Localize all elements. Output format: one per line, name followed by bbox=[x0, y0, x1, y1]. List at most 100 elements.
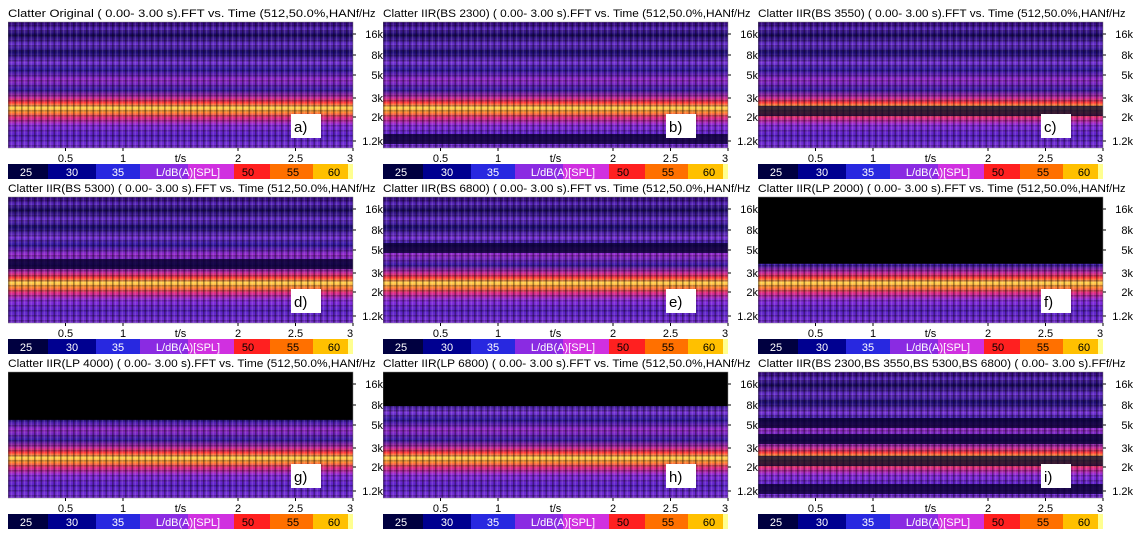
y-tick-label: 16k bbox=[1115, 379, 1133, 391]
colorbar-segment bbox=[270, 164, 313, 179]
colorbar-segment bbox=[471, 514, 515, 529]
x-tick-label: 3 bbox=[347, 153, 353, 165]
filtered-region bbox=[383, 372, 728, 407]
colorbar-segment bbox=[188, 164, 234, 179]
colorbar-segment bbox=[798, 339, 846, 354]
colorbar-tick-label: 25 bbox=[770, 517, 782, 529]
x-tick-label: 2 bbox=[610, 503, 616, 515]
colorbar-segment bbox=[313, 514, 348, 529]
colorbar-segment bbox=[348, 339, 353, 354]
colorbar-segment bbox=[471, 164, 515, 179]
colorbar-segment bbox=[8, 339, 48, 354]
x-tick-label: 2.5 bbox=[1038, 153, 1053, 165]
colorbar-segment bbox=[984, 514, 1020, 529]
colorbar-tick-label: 25 bbox=[770, 342, 782, 354]
colorbar-tick-label: 55 bbox=[1037, 517, 1049, 529]
colorbar-segment bbox=[1020, 164, 1063, 179]
colorbar-segment bbox=[758, 514, 798, 529]
colorbar-segment bbox=[313, 339, 348, 354]
colorbar-tick-label: 25 bbox=[395, 167, 407, 179]
x-tick-label: 0.5 bbox=[808, 328, 823, 340]
x-tick-label: 0.5 bbox=[808, 153, 823, 165]
colorbar-segment bbox=[96, 514, 140, 529]
y-tick-label: 3k bbox=[1121, 268, 1133, 280]
panel-title: Clatter IIR(BS 6800) ( 0.00- 3.00 s).FFT… bbox=[383, 183, 731, 195]
panel-label: c) bbox=[1044, 119, 1057, 136]
colorbar-segment bbox=[1098, 514, 1103, 529]
panel-label: a) bbox=[294, 119, 307, 136]
x-tick-label: 0.5 bbox=[433, 153, 448, 165]
colorbar-tick-label: 50 bbox=[992, 342, 1004, 354]
colorbar-segment bbox=[938, 339, 984, 354]
colorbar-segment bbox=[723, 514, 728, 529]
colorbar-tick-label: 30 bbox=[816, 342, 828, 354]
colorbar-segment bbox=[1020, 339, 1063, 354]
y-tick-label: 3k bbox=[371, 443, 383, 455]
colorbar-label: L/dB(A)[SPL] bbox=[531, 167, 595, 179]
y-axis-label: f/Hz bbox=[731, 358, 751, 370]
y-tick-label: 16k bbox=[740, 379, 758, 391]
x-tick-label: 0.5 bbox=[808, 503, 823, 515]
colorbar-tick-label: 35 bbox=[862, 342, 874, 354]
x-tick-label: 3 bbox=[347, 503, 353, 515]
colorbar-segment bbox=[515, 514, 563, 529]
x-tick-label: 2.5 bbox=[663, 153, 678, 165]
colorbar-label: L/dB(A)[SPL] bbox=[156, 517, 220, 529]
colorbar-segment bbox=[890, 339, 938, 354]
label-box bbox=[666, 464, 696, 488]
colorbar-segment bbox=[48, 339, 96, 354]
x-tick-label: 1 bbox=[495, 328, 501, 340]
colorbar-tick-label: 35 bbox=[487, 342, 499, 354]
x-tick-label: 0.5 bbox=[58, 153, 73, 165]
colorbar-segment bbox=[609, 164, 645, 179]
x-tick-label: 1 bbox=[870, 503, 876, 515]
x-tick-label: 2.5 bbox=[288, 153, 303, 165]
x-tick-label: 3 bbox=[1097, 328, 1103, 340]
panel-title: Clatter IIR(LP 4000) ( 0.00- 3.00 s).FFT… bbox=[8, 358, 356, 370]
x-tick-label: 2 bbox=[235, 328, 241, 340]
colorbar-segment bbox=[383, 514, 423, 529]
colorbar-tick-label: 30 bbox=[816, 517, 828, 529]
x-tick-label: 3 bbox=[1097, 503, 1103, 515]
colorbar-tick-label: 55 bbox=[1037, 167, 1049, 179]
x-tick-label: 2 bbox=[610, 328, 616, 340]
y-tick-label: 2k bbox=[1121, 287, 1133, 299]
panel-title: Clatter IIR(LP 2000) ( 0.00- 3.00 s).FFT… bbox=[758, 183, 1106, 195]
colorbar-segment bbox=[348, 514, 353, 529]
y-tick-label: 16k bbox=[365, 29, 383, 41]
y-tick-label: 16k bbox=[1115, 204, 1133, 216]
colorbar-tick-label: 50 bbox=[992, 167, 1004, 179]
x-axis-label: t/s bbox=[925, 503, 937, 515]
x-tick-label: 2.5 bbox=[663, 503, 678, 515]
x-tick-label: 0.5 bbox=[58, 328, 73, 340]
colorbar-segment bbox=[890, 164, 938, 179]
colorbar-segment bbox=[270, 514, 313, 529]
y-tick-label: 8k bbox=[371, 50, 383, 62]
y-tick-label: 8k bbox=[1121, 50, 1133, 62]
colorbar-segment bbox=[140, 339, 188, 354]
colorbar-label: L/dB(A)[SPL] bbox=[906, 517, 970, 529]
colorbar-segment bbox=[563, 514, 609, 529]
colorbar-label: L/dB(A)[SPL] bbox=[156, 167, 220, 179]
x-tick-label: 0.5 bbox=[58, 503, 73, 515]
colorbar-segment bbox=[846, 164, 890, 179]
colorbar-segment bbox=[798, 164, 846, 179]
x-tick-label: 3 bbox=[722, 153, 728, 165]
y-tick-label: 8k bbox=[1121, 400, 1133, 412]
colorbar-segment bbox=[270, 339, 313, 354]
colorbar-segment bbox=[563, 339, 609, 354]
y-tick-label: 3k bbox=[746, 443, 758, 455]
colorbar-tick-label: 30 bbox=[66, 342, 78, 354]
colorbar-segment bbox=[383, 164, 423, 179]
plot-frame bbox=[383, 21, 729, 149]
x-tick-label: 1 bbox=[495, 153, 501, 165]
plot-frame bbox=[8, 196, 354, 324]
colorbar-tick-label: 60 bbox=[703, 342, 715, 354]
filtered-region bbox=[758, 197, 1103, 264]
colorbar-segment bbox=[48, 514, 96, 529]
y-axis-label: f/Hz bbox=[1106, 8, 1126, 20]
colorbar-tick-label: 50 bbox=[617, 517, 629, 529]
colorbar-tick-label: 60 bbox=[1078, 167, 1090, 179]
notch-band bbox=[8, 259, 353, 269]
colorbar-tick-label: 25 bbox=[395, 342, 407, 354]
